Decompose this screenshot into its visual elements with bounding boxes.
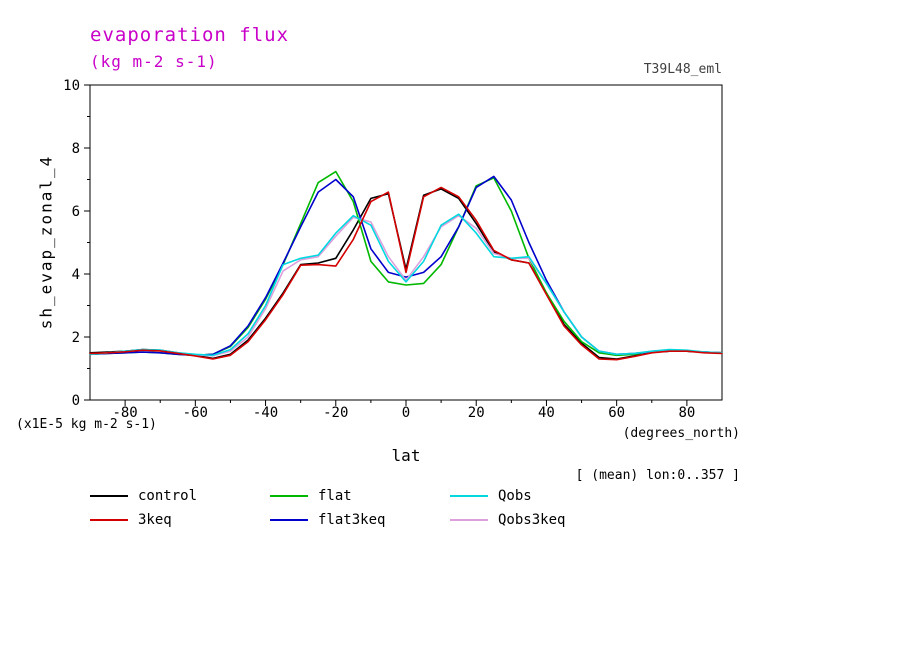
x-axis-title: lat bbox=[391, 446, 421, 465]
series-line-flat bbox=[89, 170, 723, 357]
series-line-3keq bbox=[89, 186, 723, 361]
legend-item-flat3keq: flat3keq bbox=[270, 510, 450, 530]
x-tick-label: 80 bbox=[678, 405, 695, 421]
legend-item-3keq: 3keq bbox=[90, 510, 270, 530]
legend-label: flat bbox=[318, 488, 352, 504]
legend-item-Qobs: Qobs bbox=[450, 486, 630, 506]
x-tick-label: -60 bbox=[183, 405, 208, 421]
y-units-note: (x1E-5 kg m-2 s-1) bbox=[16, 417, 157, 432]
series-line-control bbox=[89, 188, 723, 360]
chart-subtitle: (kg m-2 s-1) bbox=[90, 52, 218, 71]
legend-label: control bbox=[138, 488, 198, 504]
legend-label: Qobs bbox=[498, 488, 532, 504]
run-label: T39L48_eml bbox=[643, 62, 722, 77]
legend-item-control: control bbox=[90, 486, 270, 506]
legend-line-swatch bbox=[90, 519, 128, 521]
legend-line-swatch bbox=[270, 519, 308, 521]
legend-item-Qobs3keq: Qobs3keq bbox=[450, 510, 630, 530]
x-tick-label: 20 bbox=[468, 405, 485, 421]
x-tick-label: -80 bbox=[112, 405, 137, 421]
legend-item-flat: flat bbox=[270, 486, 450, 506]
legend-line-swatch bbox=[450, 495, 488, 497]
legend: control flat Qobs 3keq flat3keq Qobs3keq bbox=[90, 486, 630, 530]
x-tick-label: 60 bbox=[608, 405, 625, 421]
y-tick-label: 8 bbox=[72, 141, 80, 157]
y-tick-label: 2 bbox=[72, 330, 80, 346]
y-tick-label: 0 bbox=[72, 393, 80, 409]
x-tick-label: 0 bbox=[402, 405, 410, 421]
chart-title: evaporation flux bbox=[90, 24, 290, 46]
y-tick-label: 4 bbox=[72, 267, 80, 283]
x-tick-label: 40 bbox=[538, 405, 555, 421]
legend-label: Qobs3keq bbox=[498, 512, 566, 528]
legend-line-swatch bbox=[270, 495, 308, 497]
legend-line-swatch bbox=[90, 495, 128, 497]
x-tick-label: -20 bbox=[323, 405, 348, 421]
legend-line-swatch bbox=[450, 519, 488, 521]
legend-label: flat3keq bbox=[318, 512, 386, 528]
x-tick-label: -40 bbox=[253, 405, 278, 421]
x-units-label: (degrees_north) bbox=[622, 426, 740, 441]
legend-label: 3keq bbox=[138, 512, 172, 528]
series-line-Qobs bbox=[89, 213, 723, 357]
y-tick-label: 6 bbox=[72, 204, 80, 220]
y-tick-label: 10 bbox=[63, 78, 80, 94]
mean-note: [ (mean) lon:0..357 ] bbox=[575, 468, 740, 483]
